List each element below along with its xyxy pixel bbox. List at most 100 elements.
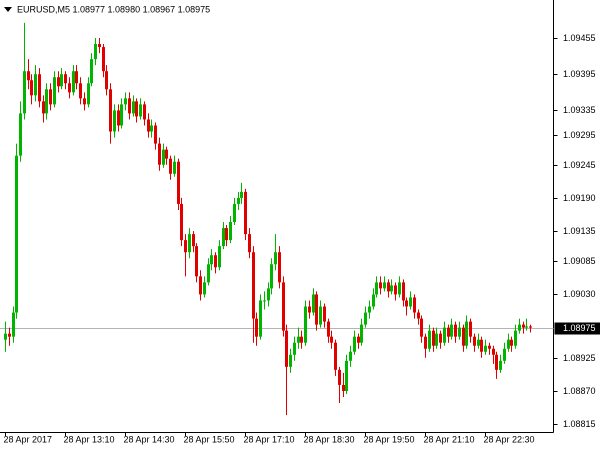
candle-body	[244, 191, 247, 235]
candle-body	[492, 348, 495, 355]
candle-body	[259, 300, 262, 337]
y-tick-label: 1.09085	[563, 256, 596, 266]
candle-body	[465, 321, 468, 346]
candle-body	[338, 369, 341, 385]
candle-body	[330, 336, 333, 343]
candle-body	[439, 333, 442, 343]
candle-body	[184, 240, 187, 253]
y-tick-label: 1.09395	[563, 69, 596, 79]
bid-label: 1.08975	[563, 323, 596, 333]
candle-body	[53, 77, 56, 105]
candle-body	[390, 285, 393, 292]
candle-body	[158, 143, 161, 165]
x-tick-label: 28 Apr 2017	[4, 434, 53, 444]
candle-body	[484, 345, 487, 352]
candle-body	[128, 98, 131, 114]
candle-body	[94, 44, 97, 60]
candle-body	[514, 330, 517, 346]
candle-body	[79, 83, 82, 99]
candle-body	[199, 276, 202, 295]
candle-body	[495, 354, 498, 370]
y-tick-label: 1.09190	[563, 193, 596, 203]
chart-title: EURUSD,M5 1.08977 1.08980 1.08967 1.0897…	[17, 4, 210, 14]
candle-body	[409, 297, 412, 307]
candle-body	[150, 125, 153, 132]
candle-body	[90, 59, 93, 84]
candle-body	[458, 327, 461, 337]
candle-body	[68, 83, 71, 93]
candle-body	[64, 74, 67, 84]
candle-body	[192, 234, 195, 247]
candle-body	[308, 306, 311, 313]
candle-body	[139, 104, 142, 117]
candle-body	[255, 318, 258, 337]
candle-body	[49, 89, 52, 105]
candle-body	[435, 333, 438, 346]
candle-body	[499, 360, 502, 370]
candle-body	[480, 339, 483, 352]
candle-body	[124, 98, 127, 105]
candle-body	[289, 354, 292, 367]
candle-body	[38, 74, 41, 102]
candle-body	[177, 161, 180, 204]
candle-body	[263, 300, 266, 302]
candle-body	[72, 71, 75, 93]
candle-body	[323, 306, 326, 322]
candle-body	[113, 110, 116, 132]
candle-body	[300, 336, 303, 343]
candle-body	[105, 71, 108, 90]
candle-body	[98, 44, 101, 48]
candle-body	[203, 282, 206, 295]
candle-body	[30, 80, 33, 96]
candle-body	[372, 294, 375, 307]
candle-body	[15, 155, 18, 313]
y-tick-label: 1.09030	[563, 289, 596, 299]
candle-body	[143, 104, 146, 120]
candle-body	[360, 324, 363, 343]
x-tick-label: 28 Apr 22:30	[484, 434, 535, 444]
candle-body	[195, 246, 198, 277]
candle-body	[42, 101, 45, 114]
candle-body	[169, 158, 172, 174]
candle-body	[334, 342, 337, 370]
candle-body	[353, 336, 356, 352]
candle-body	[214, 255, 217, 268]
candle-body	[315, 294, 318, 325]
candle-body	[8, 333, 11, 337]
menu-icon[interactable]	[4, 7, 12, 12]
candle-body	[188, 234, 191, 253]
candle-body	[270, 264, 273, 289]
candle-body	[233, 203, 236, 223]
candle-body	[210, 255, 213, 265]
candle-body	[109, 89, 112, 132]
candle-body	[278, 252, 281, 283]
candle-body	[364, 312, 367, 325]
candle-body	[375, 282, 378, 295]
candle-body	[225, 228, 228, 241]
candle-body	[218, 246, 221, 268]
candle-body	[267, 288, 270, 301]
candle-body	[293, 342, 296, 355]
candle-body	[173, 161, 176, 174]
candle-body	[274, 252, 277, 265]
candle-body	[424, 336, 427, 349]
x-tick-label: 28 Apr 15:50	[184, 434, 235, 444]
candle-body	[135, 101, 138, 117]
candle-body	[379, 282, 382, 289]
candle-body	[282, 282, 285, 331]
y-tick-label: 1.08870	[563, 386, 596, 396]
candle-body	[12, 312, 15, 337]
candle-body	[420, 318, 423, 337]
candle-body	[132, 101, 135, 114]
candle-body	[162, 149, 165, 165]
y-tick-label: 1.09245	[563, 160, 596, 170]
candle-body	[454, 324, 457, 337]
candle-body	[447, 327, 450, 337]
candle-body	[488, 345, 491, 349]
x-tick-label: 28 Apr 13:10	[64, 434, 115, 444]
y-tick-label: 1.08925	[563, 353, 596, 363]
candle-body	[402, 282, 405, 301]
candle-body	[304, 306, 307, 343]
